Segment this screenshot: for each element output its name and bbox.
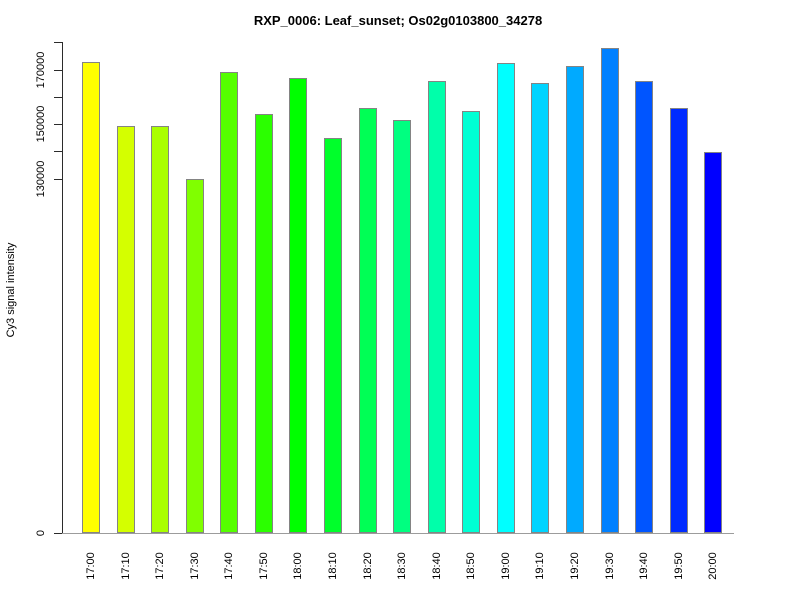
x-tick-label-text: 19:40: [638, 552, 651, 580]
x-tick-label-text: 17:10: [119, 552, 132, 580]
x-tick-label-text: 17:40: [223, 552, 236, 580]
bar-18:30: [393, 119, 412, 533]
x-axis-baseline: [54, 533, 734, 534]
y-tick-mark: [54, 151, 62, 153]
bar-18:10: [323, 137, 342, 533]
x-tick-label-text: 19:00: [499, 552, 512, 580]
bar-19:10: [531, 82, 550, 533]
y-tick-label-text: 150000: [35, 105, 47, 143]
bar-17:50: [254, 114, 273, 533]
bar-17:20: [151, 125, 170, 533]
x-tick-label-text: 17:30: [188, 552, 201, 580]
x-tick-label-text: 18:40: [430, 552, 443, 580]
x-tick-label-text: 19:10: [534, 552, 547, 580]
bar-18:20: [358, 107, 377, 533]
y-tick-mark: [54, 124, 62, 126]
y-tick-label-text: 170000: [35, 51, 47, 88]
x-tick-label-text: 19:30: [603, 552, 616, 580]
bar-17:00: [82, 62, 100, 533]
x-tick-label-text: 19:20: [568, 552, 581, 580]
bar-19:00: [496, 62, 515, 533]
y-tick-mark: [54, 96, 62, 98]
bar-19:20: [565, 65, 584, 533]
x-tick-label-text: 18:50: [465, 552, 478, 580]
bar-19:30: [600, 47, 619, 533]
x-tick-label-text: 17:00: [85, 552, 97, 580]
y-tick-mark: [54, 69, 62, 71]
y-axis-title-text: Cy3 signal intensity: [5, 242, 17, 338]
bar-19:50: [669, 107, 688, 533]
y-tick-mark: [54, 533, 62, 534]
y-tick-label-text: 0: [35, 529, 47, 537]
x-tick-label-text: 18:30: [396, 552, 409, 580]
y-tick-mark: [54, 178, 62, 180]
x-tick-label-text: 19:50: [672, 552, 685, 580]
x-tick-label-text: 18:10: [326, 552, 339, 580]
x-tick-label-text: 20:00: [707, 552, 720, 580]
bar-17:10: [116, 126, 135, 533]
bar-20:00: [704, 151, 723, 533]
bar-17:30: [185, 178, 204, 533]
y-tick-mark: [54, 42, 62, 44]
x-tick-label-text: 18:00: [292, 552, 305, 580]
bar-18:40: [427, 80, 446, 533]
y-tick-label-text: 130000: [35, 160, 47, 197]
bar-17:40: [220, 71, 239, 533]
x-tick-label-text: 18:20: [361, 552, 374, 580]
bar-18:00: [289, 77, 308, 533]
x-tick-label-text: 17:50: [257, 552, 270, 580]
bar-19:40: [635, 81, 654, 533]
bar-18:50: [462, 111, 481, 533]
chart-title: RXP_0006: Leaf_sunset; Os02g0103800_3427…: [253, 13, 543, 28]
x-tick-label-text: 17:20: [154, 552, 167, 580]
y-axis-line: [62, 42, 63, 534]
